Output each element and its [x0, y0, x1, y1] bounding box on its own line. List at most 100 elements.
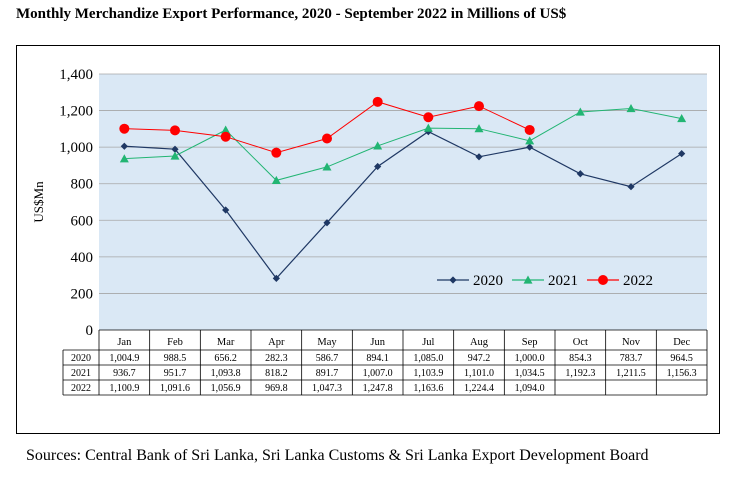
table-cell: 894.1 — [366, 353, 389, 364]
table-cell: 1,093.8 — [211, 368, 241, 379]
table-cell: 1,103.9 — [413, 368, 443, 379]
table-cell: 1,192.3 — [565, 368, 595, 379]
data-point-2022 — [372, 96, 383, 107]
y-tick-label: 400 — [71, 250, 94, 266]
y-axis-title: US$Mn — [31, 181, 46, 223]
series-line-2021 — [124, 107, 682, 181]
table-cell: 1,056.9 — [211, 383, 241, 394]
table-cell: 1,034.5 — [515, 368, 545, 379]
table-cell: 1,047.3 — [312, 383, 342, 394]
table-row-label: 2021 — [71, 368, 91, 379]
x-tick-label: Jan — [117, 337, 132, 348]
table-cell: 891.7 — [316, 368, 339, 379]
data-point-2020 — [475, 153, 483, 161]
legend-marker-2022 — [598, 275, 608, 285]
y-tick-label: 1,400 — [59, 67, 93, 83]
plot-area — [99, 74, 707, 330]
data-point-2021 — [119, 154, 129, 163]
table-cell: 1,224.4 — [464, 383, 494, 394]
data-point-2020 — [526, 143, 534, 151]
legend-marker-2020 — [449, 276, 457, 284]
x-tick-label: Apr — [268, 337, 285, 348]
table-cell: 969.8 — [265, 383, 288, 394]
data-point-2022 — [474, 101, 484, 112]
table-cell: 1,163.6 — [413, 383, 443, 394]
series-line-2020 — [124, 130, 683, 280]
table-cell: 656.2 — [214, 353, 237, 364]
legend-label-2022: 2022 — [623, 273, 653, 289]
data-point-2022 — [220, 131, 231, 142]
table-row-label: 2022 — [71, 383, 91, 394]
legend-marker-2021 — [523, 275, 533, 284]
data-point-2021 — [525, 136, 535, 145]
data-point-2021 — [322, 162, 332, 171]
data-point-2021 — [474, 124, 484, 133]
table-cell: 988.5 — [164, 353, 187, 364]
table-cell: 783.7 — [620, 353, 643, 364]
data-point-2021 — [626, 103, 636, 113]
chart-frame: 0 200 400 600 800 1,000 1,200 1,400 US$Mn 2020 20… — [16, 45, 720, 434]
table-cell: 818.2 — [265, 368, 288, 379]
data-point-2022 — [271, 147, 282, 158]
y-tick-label: 1,200 — [59, 104, 93, 120]
data-point-2020 — [374, 162, 382, 171]
x-tick-label: Oct — [573, 337, 588, 348]
data-point-2020 — [678, 150, 686, 158]
table-cell: 282.3 — [265, 353, 288, 364]
data-point-2021 — [373, 141, 383, 150]
x-tick-label: Jul — [422, 337, 434, 348]
x-tick-label: Mar — [217, 337, 235, 348]
table-cell: 586.7 — [316, 353, 339, 364]
x-tick-label: Jun — [370, 337, 385, 348]
y-tick-label: 1,000 — [59, 140, 93, 156]
x-tick-label: Feb — [167, 337, 183, 348]
x-tick-label: Sep — [522, 337, 538, 348]
data-point-2022 — [119, 123, 130, 134]
data-point-2022 — [524, 124, 535, 135]
data-point-2021 — [575, 107, 585, 116]
data-point-2021 — [221, 125, 231, 134]
table-cell: 1,101.0 — [464, 368, 494, 379]
table-cell: 1,094.0 — [515, 383, 545, 394]
data-point-2021 — [271, 175, 281, 184]
table-cell: 936.7 — [113, 368, 136, 379]
y-tick-label: 800 — [71, 177, 94, 193]
x-tick-label: Nov — [622, 337, 641, 348]
table-cell: 1,247.8 — [363, 383, 393, 394]
table-cell: 1,004.9 — [109, 353, 139, 364]
data-point-2021 — [423, 123, 433, 132]
data-point-2020 — [222, 206, 230, 214]
data-point-2022 — [322, 133, 332, 144]
x-tick-label: Aug — [470, 337, 489, 348]
table-cell: 964.5 — [670, 353, 693, 364]
legend-label-2020: 2020 — [473, 273, 503, 289]
table-cell: 1,156.3 — [667, 368, 697, 379]
x-tick-label: May — [317, 337, 337, 348]
table-cell: 1,211.5 — [616, 368, 646, 379]
table-cell: 947.2 — [468, 353, 491, 364]
data-point-2020 — [627, 183, 635, 191]
table-cell: 951.7 — [164, 368, 187, 379]
data-point-2020 — [120, 142, 128, 150]
line-chart: 0 200 400 600 800 1,000 1,200 1,400 US$Mn 2020 20… — [31, 67, 708, 396]
table-cell: 1,085.0 — [413, 353, 443, 364]
source-note: Sources: Central Bank of Sri Lanka, Sri … — [26, 447, 649, 464]
data-point-2022 — [423, 112, 434, 123]
data-point-2022 — [170, 125, 180, 136]
table-cell: 1,100.9 — [109, 383, 139, 394]
data-point-2020 — [323, 219, 331, 227]
chart-title: Monthly Merchandize Export Performance, … — [16, 6, 567, 22]
table-cell: 854.3 — [569, 353, 592, 364]
table-cell: 1,091.6 — [160, 383, 190, 394]
data-point-2021 — [677, 114, 687, 123]
table-cell: 1,000.0 — [515, 353, 545, 364]
x-tick-label: Dec — [673, 337, 690, 348]
table-cell: 1,007.0 — [363, 368, 393, 379]
data-point-2020 — [576, 170, 584, 178]
table-row-label: 2020 — [71, 353, 91, 364]
data-point-2021 — [170, 151, 180, 160]
y-tick-label: 200 — [71, 286, 94, 302]
legend-label-2021: 2021 — [548, 273, 578, 289]
y-tick-label: 0 — [86, 323, 94, 339]
y-tick-label: 600 — [71, 213, 94, 229]
